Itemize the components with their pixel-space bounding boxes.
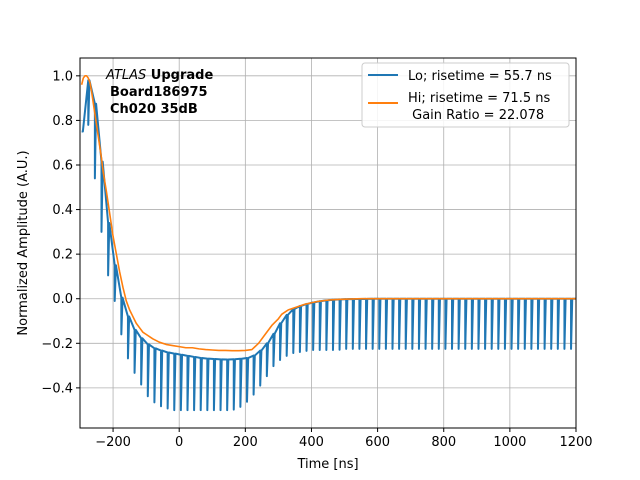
x-tick-label: 800 [431, 435, 456, 450]
y-tick-label: 0.4 [52, 203, 73, 218]
annotation-upgrade: Upgrade [146, 68, 213, 83]
x-tick-label: 1200 [559, 435, 592, 450]
x-axis-label: Time [ns] [296, 457, 358, 472]
y-axis-label: Normalized Amplitude (A.U.) [16, 150, 31, 335]
y-tick-label: 1.0 [52, 69, 73, 84]
ticks: −200 0 200 400 600 800 1000 1200 −0.4 −0.2 0.0 0.2 0… [41, 69, 592, 450]
annotation-line-1: ATLAS Upgrade [105, 68, 213, 83]
series-layer [80, 75, 576, 412]
y-tick-label: 0.0 [52, 292, 73, 307]
y-tick-label: 0.8 [52, 114, 73, 129]
x-tick-label: 200 [233, 435, 258, 450]
legend-label-hi-gain: Gain Ratio = 22.078 [408, 108, 544, 123]
legend-box [361, 62, 570, 128]
annotation-line-2: Board186975 [110, 85, 208, 100]
x-tick-label: 400 [299, 435, 324, 450]
plot-frame [79, 57, 577, 429]
annotation-atlas: ATLAS [105, 68, 146, 83]
x-tick-label: 0 [175, 435, 183, 450]
x-tick-label: −200 [95, 435, 131, 450]
x-tick-label: 1000 [493, 435, 526, 450]
legend-label-lo: Lo; risetime = 55.7 ns [408, 69, 552, 84]
y-tick-label: 0.2 [52, 248, 73, 263]
x-tick-label: 600 [365, 435, 390, 450]
y-tick-label: −0.2 [41, 337, 73, 352]
legend: Lo; risetime = 55.7 ns Hi; risetime = 71… [361, 62, 570, 128]
series-hi-line [80, 75, 576, 352]
y-tick-label: 0.6 [52, 158, 73, 173]
y-tick-label: −0.4 [41, 381, 73, 396]
atlas-annotation: ATLAS Upgrade Board186975 Ch020 35dB [105, 68, 213, 117]
legend-label-hi: Hi; risetime = 71.5 ns [408, 91, 550, 106]
annotation-line-3: Ch020 35dB [110, 102, 198, 117]
